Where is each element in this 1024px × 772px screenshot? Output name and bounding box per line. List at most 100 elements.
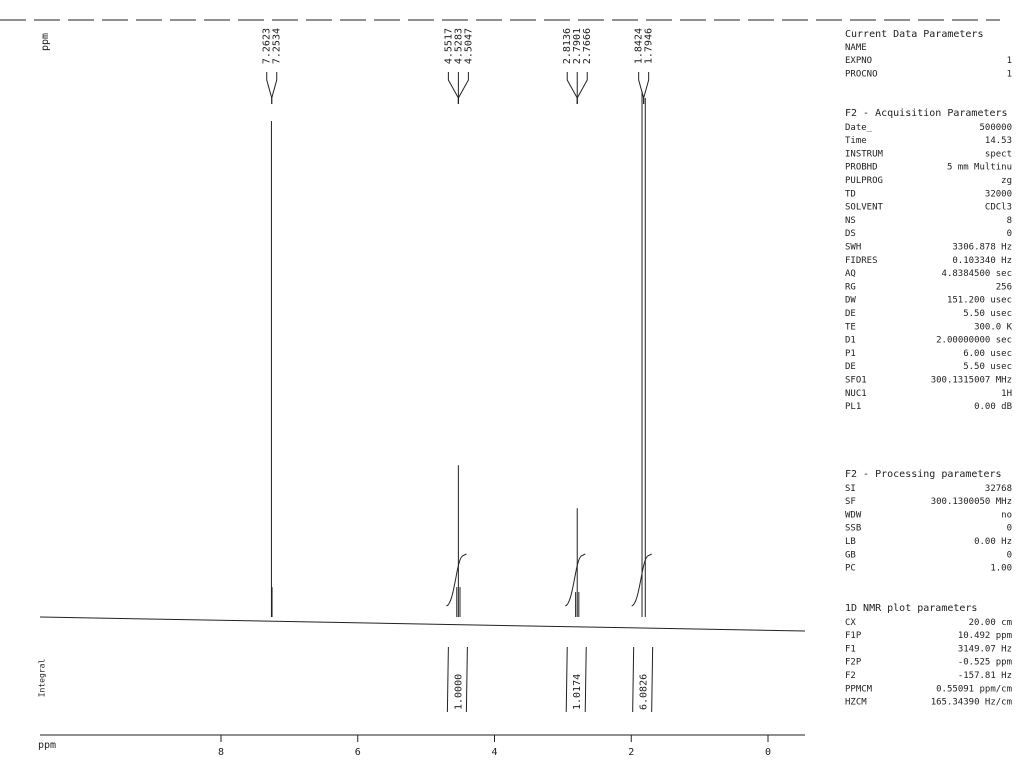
peak-connector (447, 72, 459, 104)
param-section-title: 1D NMR plot parameters (845, 603, 977, 614)
x-tick-label: 2 (628, 747, 634, 758)
param-name: AQ (845, 269, 856, 279)
param-name: EXPNO (845, 56, 872, 66)
integral-axis-label: Integral (38, 659, 47, 698)
param-value: 32768 (985, 484, 1012, 494)
param-name: GB (845, 550, 856, 560)
param-value: 2.00000000 sec (936, 336, 1012, 346)
integral-bracket (565, 646, 568, 713)
x-tick-label: 4 (491, 747, 497, 758)
param-name: PROBHD (845, 163, 878, 173)
integral-curve (446, 553, 467, 607)
param-value: 5 mm Multinu (947, 163, 1012, 173)
param-value: -0.525 ppm (958, 658, 1012, 668)
integral-bracket (446, 646, 449, 713)
peak-connector (266, 72, 273, 104)
param-value: 10.492 ppm (958, 631, 1012, 641)
param-value: 1 (1007, 56, 1012, 66)
param-section-title: F2 - Processing parameters (845, 469, 1002, 480)
param-value: 5.50 usec (963, 362, 1012, 372)
param-value: spect (985, 149, 1012, 159)
param-name: NUC1 (845, 389, 867, 399)
param-value: -157.81 Hz (958, 671, 1012, 681)
param-name: RG (845, 282, 856, 292)
param-section-title: F2 - Acquisition Parameters (845, 108, 1008, 119)
peak-label: 2.8136 (562, 28, 573, 64)
x-tick-label: 0 (765, 747, 771, 758)
param-name: Time (845, 136, 867, 146)
param-value: 14.53 (985, 136, 1012, 146)
param-name: F1P (845, 631, 862, 641)
peak-label: 7.2534 (272, 28, 283, 64)
y-axis-label: ppm (40, 33, 51, 51)
param-name: SF (845, 497, 856, 507)
param-value: CDCl3 (985, 203, 1012, 213)
param-name: Date_ (845, 123, 873, 133)
peak-label: 2.7666 (582, 28, 593, 64)
param-name: TD (845, 189, 856, 199)
param-value: no (1001, 510, 1012, 520)
param-name: FIDRES (845, 256, 878, 266)
integral-bracket (465, 646, 468, 713)
param-name: F2 (845, 671, 856, 681)
param-name: SOLVENT (845, 203, 884, 213)
param-name: TE (845, 322, 856, 332)
peak-label: 2.7901 (572, 28, 583, 64)
param-value: 256 (996, 282, 1012, 292)
param-value: 0 (1007, 229, 1012, 239)
param-name: SWH (845, 243, 861, 253)
integral-label: 6.0826 (639, 674, 650, 710)
param-value: 300.1315007 MHz (931, 376, 1012, 386)
x-tick-label: 6 (355, 747, 361, 758)
param-name: P1 (845, 349, 856, 359)
param-value: 1.00 (990, 564, 1012, 574)
peak-label: 4.5047 (463, 28, 474, 64)
param-value: 0.103340 Hz (952, 256, 1012, 266)
param-name: CX (845, 618, 856, 628)
peak-label: 1.7946 (644, 28, 655, 64)
param-value: 3149.07 Hz (958, 644, 1012, 654)
param-name: PC (845, 564, 856, 574)
param-name: F1 (845, 644, 856, 654)
param-name: NS (845, 216, 856, 226)
param-value: 8 (1007, 216, 1012, 226)
param-name: DS (845, 229, 856, 239)
param-name: INSTRUM (845, 149, 884, 159)
integral-curve (564, 553, 586, 607)
param-name: DE (845, 309, 856, 319)
param-value: 151.200 usec (947, 296, 1012, 306)
param-value: 3306.878 Hz (952, 243, 1012, 253)
integral-bracket (584, 646, 587, 713)
integral-bracket (632, 646, 635, 713)
integral-bracket (651, 646, 654, 713)
param-name: NAME (845, 43, 867, 53)
peak-connector (566, 72, 578, 104)
param-value: 0.00 Hz (974, 537, 1012, 547)
peak-connector (638, 72, 645, 104)
integral-label: 1.0174 (572, 674, 583, 710)
peak-connector (576, 72, 588, 104)
param-name: D1 (845, 336, 856, 346)
param-value: 6.00 usec (963, 349, 1012, 359)
param-name: LB (845, 537, 856, 547)
param-value: 300.0 K (974, 322, 1013, 332)
param-name: SI (845, 484, 856, 494)
param-value: 4.8384500 sec (942, 269, 1012, 279)
integral-curve (631, 553, 652, 607)
param-name: PROCNO (845, 69, 878, 79)
param-value: 20.00 cm (969, 618, 1012, 628)
param-value: 0.55091 ppm/cm (936, 684, 1012, 694)
peak-label: 4.5517 (443, 28, 454, 64)
param-name: PULPROG (845, 176, 883, 186)
param-name: PPMCM (845, 684, 873, 694)
peak-label: 7.2623 (262, 28, 273, 64)
param-value: 32000 (985, 189, 1012, 199)
param-value: 5.50 usec (963, 309, 1012, 319)
param-value: 0 (1007, 550, 1012, 560)
integral-label: 1.0000 (453, 674, 464, 710)
param-name: F2P (845, 658, 862, 668)
param-value: 1 (1007, 69, 1012, 79)
peak-connector (271, 72, 278, 104)
